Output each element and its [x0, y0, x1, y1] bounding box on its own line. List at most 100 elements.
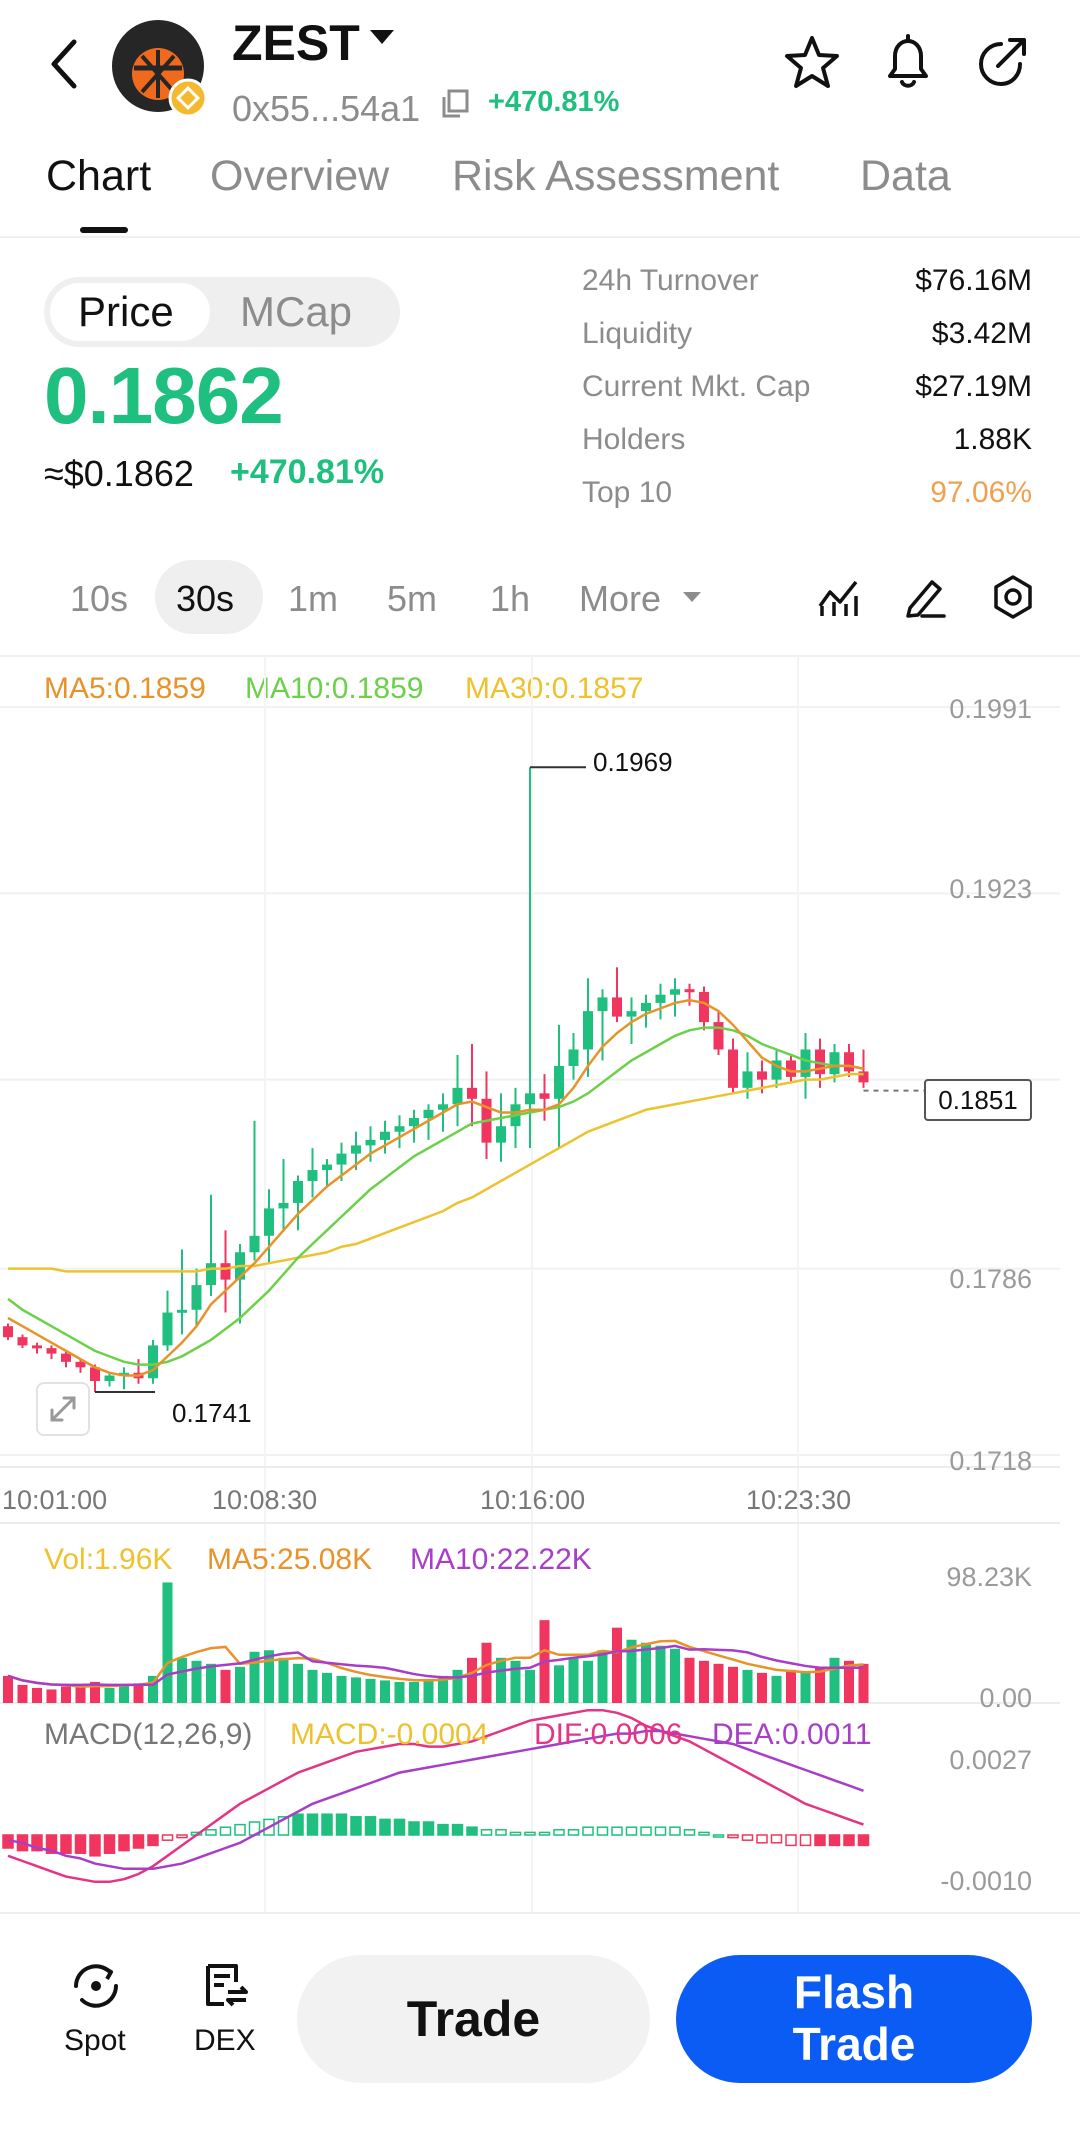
dex-button[interactable]: DEX — [190, 1960, 270, 2080]
volume-bar — [336, 1675, 347, 1703]
candle-body — [597, 997, 608, 1012]
trade-button[interactable]: Trade — [297, 1955, 650, 2083]
fullscreen-button[interactable] — [36, 1382, 90, 1436]
interval-10s[interactable]: 10s — [70, 578, 129, 619]
macd-hist-bar — [770, 1834, 783, 1844]
candle-body — [162, 1312, 173, 1346]
macd-hist-bar — [524, 1831, 536, 1836]
y-axis-label-1: 0.1923 — [949, 874, 1032, 904]
macd-hist-bar — [437, 1823, 449, 1836]
token-name[interactable]: ZEST — [232, 15, 360, 71]
flash-trade-label-line1: Flash — [793, 1966, 915, 2019]
macd-hist-bar — [74, 1834, 87, 1854]
interval-1m[interactable]: 1m — [288, 578, 339, 619]
indicator-icon[interactable] — [816, 576, 860, 620]
candle-body — [409, 1117, 419, 1127]
volume-bar — [409, 1681, 419, 1703]
back-chevron-icon[interactable] — [44, 34, 84, 94]
volume-bar — [452, 1669, 463, 1703]
volume-bar — [61, 1686, 71, 1703]
candle-body — [278, 1202, 289, 1209]
price-chart[interactable] — [0, 655, 1080, 2105]
volume-bar — [655, 1645, 666, 1703]
macd-hist-bar — [350, 1816, 362, 1836]
volume-bar — [191, 1660, 202, 1703]
macd-hist-bar — [306, 1813, 319, 1836]
copy-icon[interactable] — [440, 88, 470, 120]
candle-body — [670, 989, 680, 995]
share-icon[interactable] — [974, 34, 1030, 90]
spot-button[interactable]: Spot — [56, 1960, 136, 2080]
macd-axis-min: -0.0010 — [940, 1866, 1032, 1896]
volume-bar — [278, 1657, 289, 1703]
macd-hist-bar — [509, 1831, 522, 1836]
bell-icon[interactable] — [880, 32, 936, 92]
volume-bar — [32, 1687, 42, 1703]
macd-hist-bar — [161, 1834, 174, 1841]
volume-bar — [351, 1677, 361, 1703]
volume-bar — [757, 1672, 767, 1703]
candle-body — [844, 1052, 854, 1072]
tab-risk-assessment[interactable]: Risk Assessment — [452, 152, 780, 200]
stat-turnover-value: $76.16M — [915, 264, 1032, 297]
stat-mktcap-value: $27.19M — [915, 370, 1032, 403]
flash-trade-label-line2: Trade — [792, 2018, 916, 2070]
candle-body — [394, 1126, 405, 1132]
token-avatar — [112, 20, 208, 118]
draw-pencil-icon[interactable] — [902, 574, 948, 620]
stat-top10-value: 97.06% — [930, 476, 1032, 509]
flash-trade-button[interactable]: Flash Trade — [676, 1955, 1032, 2083]
macd-hist-bar — [698, 1831, 710, 1836]
candle-body — [583, 1011, 593, 1050]
volume-bar — [322, 1672, 332, 1703]
interval-more[interactable]: More — [579, 578, 662, 619]
macd-hist-bar — [553, 1829, 565, 1836]
low-price-marker: 0.1741 — [172, 1398, 252, 1428]
candle-body — [191, 1285, 202, 1310]
macd-hist-bar — [582, 1826, 594, 1836]
more-caret-icon[interactable] — [683, 592, 701, 602]
macd-hist-bar — [727, 1834, 739, 1839]
candle-body — [655, 994, 666, 1003]
interval-1h[interactable]: 1h — [490, 578, 531, 619]
macd-hist-bar — [321, 1813, 333, 1836]
macd-hist-bar — [364, 1816, 377, 1836]
settings-icon[interactable] — [990, 574, 1036, 620]
star-icon[interactable] — [784, 34, 840, 90]
stat-top10-label: Top 10 — [582, 476, 673, 509]
tab-chart[interactable]: Chart — [46, 152, 152, 200]
macd-hist-bar — [538, 1831, 551, 1836]
volume-bar — [119, 1684, 129, 1703]
candle-body — [249, 1235, 260, 1253]
price-change-percent: +470.81% — [230, 453, 385, 491]
toggle-mcap[interactable]: MCap — [240, 288, 353, 335]
volume-bar — [307, 1669, 318, 1703]
candle-body — [525, 1093, 535, 1105]
volume-bar — [728, 1666, 738, 1703]
macd-hist-bar — [857, 1834, 870, 1847]
tab-overview[interactable]: Overview — [210, 152, 390, 200]
macd-hist-bar — [640, 1826, 652, 1836]
stat-holders-value: 1.88K — [953, 423, 1032, 456]
candle-body — [351, 1145, 361, 1154]
stat-holders-label: Holders — [582, 423, 686, 456]
candle-body — [46, 1348, 57, 1354]
volume-bar — [380, 1680, 390, 1703]
toggle-price[interactable]: Price — [78, 288, 174, 335]
macd-hist-bar — [292, 1813, 304, 1836]
macd-dif-line — [7, 1708, 864, 1884]
macd-hist-bar — [176, 1834, 188, 1839]
volume-bar — [554, 1665, 564, 1703]
volume-bar — [365, 1678, 376, 1703]
interval-30s[interactable]: 30s — [176, 578, 235, 619]
chart-top-divider — [0, 655, 1080, 657]
volume-bar — [75, 1684, 86, 1703]
macd-hist-bar — [480, 1829, 493, 1836]
spot-label: Spot — [64, 2024, 126, 2057]
interval-5m[interactable]: 5m — [387, 578, 438, 619]
caret-down-icon[interactable] — [370, 30, 394, 44]
macd-hist-bar — [669, 1826, 681, 1836]
tab-data[interactable]: Data — [860, 152, 951, 200]
volume-bar — [46, 1689, 57, 1703]
volume-bar — [626, 1639, 637, 1703]
